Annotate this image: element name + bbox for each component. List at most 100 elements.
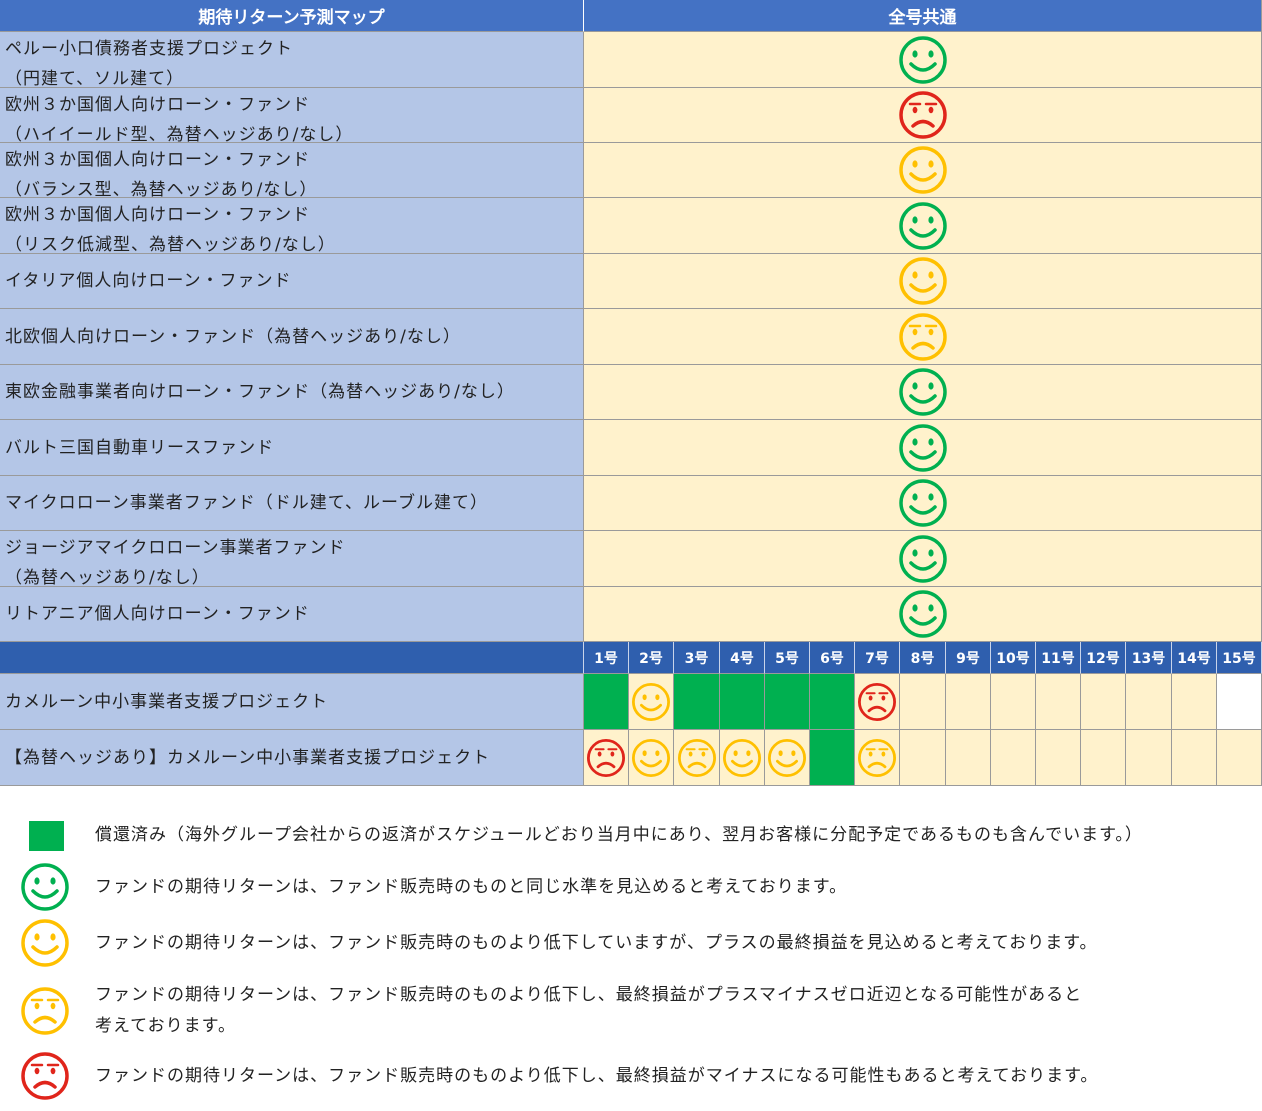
issue-number-header: 8号 (900, 642, 946, 674)
issue-status-cell (584, 730, 629, 786)
fund-status-cell (584, 476, 1262, 531)
fund-status-cell (584, 143, 1262, 198)
fund-name-line1: イタリア個人向けローン・ファンド (5, 271, 292, 291)
fund-name-line2: （為替ヘッジあり/なし） (5, 568, 210, 588)
fund-name-line1: 北欧個人向けローン・ファンド（為替ヘッジあり/なし） (5, 326, 461, 347)
issue-number-header: 7号 (855, 642, 900, 674)
issue-status-cell (765, 730, 810, 786)
fund-status-cell (584, 420, 1262, 476)
cameroon-name: 【為替ヘッジあり】カメルーン中小事業者支援プロジェクト (5, 747, 491, 768)
redeemed-cell (810, 730, 855, 786)
fund-name-line1: 欧州３か国個人向けローン・ファンド (5, 150, 311, 170)
fund-label: 北欧個人向けローン・ファンド（為替ヘッジあり/なし） (0, 309, 584, 365)
cameroon-name: カメルーン中小事業者支援プロジェクト (5, 691, 329, 712)
legend-item: ファンドの期待リターンは、ファンド販売時のものより低下していますが、プラスの最終… (0, 918, 1262, 978)
cameroon-label: カメルーン中小事業者支援プロジェクト (0, 674, 584, 730)
issue-status-cell (629, 674, 674, 730)
fund-status-cell (584, 531, 1262, 587)
green-smile-icon (898, 35, 947, 84)
fund-label: 欧州３か国個人向けローン・ファンド （ハイイールド型、為替ヘッジあり/なし） (0, 88, 584, 145)
issue-status-cell (629, 730, 674, 786)
legend-text-line1: ファンドの期待リターンは、ファンド販売時のものより低下していますが、プラスの最終… (95, 933, 1098, 953)
redeemed-cell (584, 674, 629, 730)
fund-name-line1: ペルー小口債務者支援プロジェクト (5, 39, 293, 59)
fund-name-line1: ジョージアマイクロローン事業者ファンド (5, 538, 346, 558)
issue-status-cell (946, 730, 991, 786)
issue-number-header: 13号 (1126, 642, 1172, 674)
green-smile-icon (21, 863, 69, 911)
fund-label: リトアニア個人向けローン・ファンド (0, 587, 584, 642)
issue-number-header: 4号 (720, 642, 765, 674)
fund-label: ペルー小口債務者支援プロジェクト （円建て、ソル建て） (0, 32, 584, 89)
issue-status-cell (991, 730, 1036, 786)
fund-status-cell (584, 32, 1262, 88)
issue-number-header: 6号 (810, 642, 855, 674)
legend-item: 償還済み（海外グループ会社からの返済がスケジュールどおり当月中にあり、翌月お客様… (0, 818, 1262, 878)
issue-status-cell (1217, 674, 1262, 730)
redeemed-cell (720, 674, 765, 730)
fund-name-line1: バルト三国自動車リースファンド (5, 437, 275, 458)
issue-status-cell (1126, 674, 1172, 730)
yellow-smile-icon (632, 682, 670, 721)
issue-number-header: 5号 (765, 642, 810, 674)
legend-item: ファンドの期待リターンは、ファンド販売時のものより低下し、最終損益がプラスマイナ… (0, 980, 1262, 1040)
issue-status-cell (1126, 730, 1172, 786)
yellow-smile-icon (632, 738, 670, 777)
number-band-spacer (0, 642, 584, 674)
table-title-header: 期待リターン予測マップ (0, 0, 584, 32)
yellow-frown-icon (858, 738, 896, 777)
issue-number-header: 12号 (1081, 642, 1126, 674)
cameroon-label: 【為替ヘッジあり】カメルーン中小事業者支援プロジェクト (0, 730, 584, 786)
green-smile-icon (898, 590, 947, 638)
red-frown-icon (21, 1052, 69, 1100)
fund-label: バルト三国自動車リースファンド (0, 420, 584, 476)
fund-name-line1: リトアニア個人向けローン・ファンド (5, 604, 310, 624)
fund-label: マイクロローン事業者ファンド（ドル建て、ルーブル建て） (0, 476, 584, 531)
fund-label: イタリア個人向けローン・ファンド (0, 254, 584, 309)
yellow-smile-icon (21, 919, 69, 967)
green-smile-icon (898, 423, 947, 472)
fund-name-line2: （円建て、ソル建て） (5, 69, 185, 89)
redeemed-cell (674, 674, 720, 730)
yellow-smile-icon (768, 738, 806, 777)
issue-status-cell (1217, 730, 1262, 786)
green-smile-icon (898, 534, 947, 583)
green-smile-icon (898, 479, 947, 527)
fund-name-line2: （バランス型、為替ヘッジあり/なし） (5, 180, 318, 200)
fund-label: ジョージアマイクロローン事業者ファンド （為替ヘッジあり/なし） (0, 531, 584, 588)
issue-number-header: 14号 (1172, 642, 1217, 674)
fund-label: 東欧金融事業者向けローン・ファンド（為替ヘッジあり/なし） (0, 365, 584, 420)
fund-status-cell (584, 198, 1262, 254)
issue-number-header: 9号 (946, 642, 991, 674)
issue-number-header: 10号 (991, 642, 1036, 674)
issue-number-header: 1号 (584, 642, 629, 674)
fund-status-cell (584, 309, 1262, 365)
issue-status-cell (1036, 674, 1081, 730)
yellow-smile-icon (723, 738, 761, 777)
redeemed-square-icon (29, 821, 64, 851)
green-smile-icon (898, 201, 947, 250)
issue-status-cell (855, 730, 900, 786)
fund-label: 欧州３か国個人向けローン・ファンド （バランス型、為替ヘッジあり/なし） (0, 143, 584, 200)
common-column-header: 全号共通 (584, 0, 1262, 32)
issue-status-cell (991, 674, 1036, 730)
issue-status-cell (1036, 730, 1081, 786)
legend-text-line1: ファンドの期待リターンは、ファンド販売時のものより低下し、最終損益がマイナスにな… (95, 1066, 1099, 1086)
issue-status-cell (946, 674, 991, 730)
issue-status-cell (1172, 674, 1217, 730)
fund-name-line1: 東欧金融事業者向けローン・ファンド（為替ヘッジあり/なし） (5, 382, 515, 402)
yellow-frown-icon (898, 312, 947, 361)
fund-name-line1: マイクロローン事業者ファンド（ドル建て、ルーブル建て） (5, 493, 488, 513)
yellow-smile-icon (898, 146, 947, 194)
redeemed-cell (810, 674, 855, 730)
fund-status-cell (584, 88, 1262, 143)
issue-status-cell (1172, 730, 1217, 786)
legend-text-line2: 考えております。 (95, 1016, 236, 1036)
fund-status-cell (584, 254, 1262, 309)
fund-name-line1: 欧州３か国個人向けローン・ファンド (5, 205, 311, 225)
fund-status-cell (584, 587, 1262, 642)
legend-text-line1: 償還済み（海外グループ会社からの返済がスケジュールどおり当月中にあり、翌月お客様… (95, 825, 1143, 845)
issue-status-cell (900, 730, 946, 786)
fund-name-line2: （ハイイールド型、為替ヘッジあり/なし） (5, 125, 354, 145)
yellow-smile-icon (898, 257, 947, 305)
